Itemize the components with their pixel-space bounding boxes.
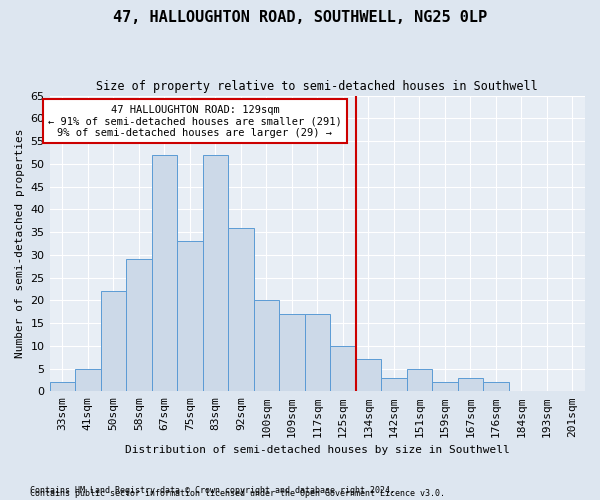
X-axis label: Distribution of semi-detached houses by size in Southwell: Distribution of semi-detached houses by …: [125, 445, 509, 455]
Bar: [50, 382, 75, 392]
Bar: [483, 382, 509, 392]
Y-axis label: Number of semi-detached properties: Number of semi-detached properties: [15, 128, 25, 358]
Bar: [126, 260, 152, 392]
Text: 47, HALLOUGHTON ROAD, SOUTHWELL, NG25 0LP: 47, HALLOUGHTON ROAD, SOUTHWELL, NG25 0L…: [113, 10, 487, 25]
Bar: [254, 300, 279, 392]
Bar: [203, 154, 228, 392]
Text: Contains HM Land Registry data © Crown copyright and database right 2024.: Contains HM Land Registry data © Crown c…: [30, 486, 395, 495]
Bar: [356, 360, 381, 392]
Bar: [177, 241, 203, 392]
Bar: [279, 314, 305, 392]
Text: 47 HALLOUGHTON ROAD: 129sqm
← 91% of semi-detached houses are smaller (291)
9% o: 47 HALLOUGHTON ROAD: 129sqm ← 91% of sem…: [48, 104, 342, 138]
Bar: [381, 378, 407, 392]
Bar: [228, 228, 254, 392]
Title: Size of property relative to semi-detached houses in Southwell: Size of property relative to semi-detach…: [97, 80, 538, 93]
Bar: [101, 291, 126, 392]
Bar: [305, 314, 330, 392]
Bar: [407, 368, 432, 392]
Bar: [458, 378, 483, 392]
Bar: [330, 346, 356, 392]
Bar: [152, 154, 177, 392]
Text: Contains public sector information licensed under the Open Government Licence v3: Contains public sector information licen…: [30, 488, 445, 498]
Bar: [432, 382, 458, 392]
Bar: [75, 368, 101, 392]
